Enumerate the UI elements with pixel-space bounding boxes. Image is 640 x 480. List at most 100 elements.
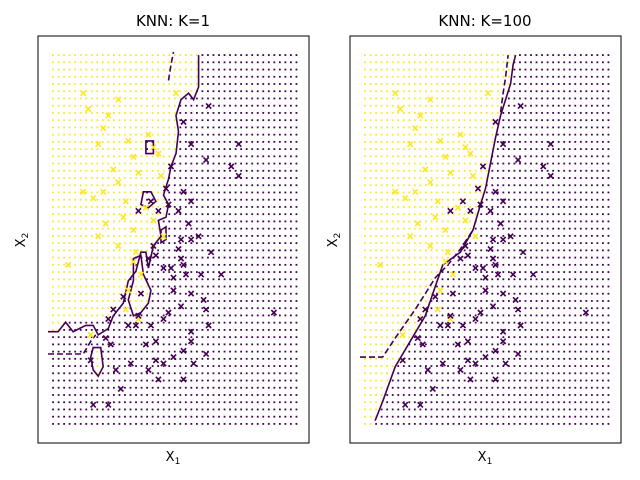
grid-dot bbox=[602, 162, 604, 165]
grid-dot bbox=[101, 314, 104, 317]
grid-dot bbox=[402, 191, 405, 194]
grid-dot bbox=[107, 401, 110, 404]
grid-dot bbox=[413, 177, 416, 179]
axes-frame bbox=[37, 35, 310, 444]
grid-dot bbox=[458, 169, 460, 172]
grid-dot bbox=[190, 350, 193, 353]
grid-dot bbox=[223, 155, 226, 158]
class-0-point bbox=[517, 102, 524, 110]
grid-dot bbox=[452, 119, 455, 122]
grid-dot bbox=[458, 242, 460, 245]
grid-dot bbox=[513, 329, 516, 331]
grid-dot bbox=[419, 329, 422, 331]
grid-dot bbox=[485, 307, 488, 310]
grid-dot bbox=[579, 140, 582, 143]
class-0-point bbox=[197, 271, 205, 278]
grid-dot bbox=[530, 234, 532, 237]
grid-dot bbox=[146, 75, 148, 78]
grid-dot bbox=[107, 119, 110, 122]
grid-dot bbox=[463, 177, 466, 179]
grid-dot bbox=[513, 126, 516, 129]
grid-dot bbox=[413, 104, 416, 107]
grid-dot bbox=[491, 68, 494, 71]
grid-dot bbox=[290, 133, 292, 136]
grid-dot bbox=[256, 321, 259, 324]
grid-dot bbox=[101, 271, 104, 273]
grid-dot bbox=[284, 423, 287, 425]
grid-dot bbox=[469, 285, 472, 288]
grid-dot bbox=[295, 126, 298, 129]
grid-dot bbox=[557, 242, 560, 245]
grid-dot bbox=[402, 75, 405, 78]
grid-dot bbox=[118, 256, 121, 259]
grid-dot bbox=[124, 220, 126, 223]
grid-dot bbox=[535, 169, 538, 172]
grid-dot bbox=[590, 278, 593, 281]
grid-dot bbox=[408, 227, 411, 230]
grid-dot bbox=[284, 198, 287, 201]
grid-dot bbox=[375, 206, 378, 208]
grid-dot bbox=[107, 206, 110, 208]
class-1-point bbox=[442, 258, 449, 265]
class-0-point bbox=[170, 287, 177, 294]
grid-dot bbox=[436, 365, 438, 367]
grid-dot bbox=[223, 68, 226, 71]
grid-dot bbox=[386, 133, 389, 136]
grid-dot bbox=[574, 423, 577, 425]
grid-dot bbox=[590, 292, 593, 295]
grid-dot bbox=[101, 206, 104, 208]
grid-dot bbox=[391, 415, 394, 418]
grid-dot bbox=[469, 140, 472, 143]
grid-dot bbox=[402, 90, 405, 93]
grid-dot bbox=[140, 365, 143, 367]
grid-dot bbox=[184, 408, 187, 411]
grid-dot bbox=[563, 415, 566, 418]
grid-dot bbox=[207, 126, 209, 129]
grid-dot bbox=[602, 54, 604, 56]
grid-dot bbox=[234, 379, 237, 382]
grid-dot bbox=[513, 249, 516, 252]
grid-dot bbox=[201, 83, 204, 85]
grid-dot bbox=[579, 206, 582, 208]
grid-dot bbox=[267, 75, 270, 78]
grid-dot bbox=[85, 372, 88, 375]
grid-dot bbox=[195, 227, 198, 230]
grid-dot bbox=[129, 104, 132, 107]
grid-dot bbox=[397, 148, 400, 150]
grid-dot bbox=[364, 177, 366, 179]
grid-dot bbox=[596, 177, 599, 179]
grid-dot bbox=[229, 162, 231, 165]
grid-dot bbox=[441, 307, 444, 310]
grid-dot bbox=[234, 271, 237, 273]
grid-dot bbox=[173, 292, 176, 295]
grid-dot bbox=[563, 423, 566, 425]
grid-dot bbox=[107, 307, 110, 310]
grid-dot bbox=[201, 249, 204, 252]
grid-dot bbox=[278, 314, 281, 317]
grid-dot bbox=[278, 234, 281, 237]
grid-dot bbox=[234, 394, 237, 396]
grid-dot bbox=[452, 234, 455, 237]
grid-dot bbox=[441, 314, 444, 317]
grid-dot bbox=[101, 198, 104, 201]
grid-dot bbox=[124, 329, 126, 331]
grid-dot bbox=[273, 256, 276, 259]
grid-dot bbox=[157, 191, 160, 194]
grid-dot bbox=[579, 256, 582, 259]
grid-dot bbox=[101, 61, 104, 64]
grid-dot bbox=[52, 408, 54, 411]
grid-dot bbox=[452, 314, 455, 317]
grid-dot bbox=[74, 169, 77, 172]
grid-dot bbox=[402, 285, 405, 288]
grid-dot bbox=[79, 357, 82, 360]
grid-dot bbox=[568, 162, 571, 165]
grid-dot bbox=[596, 401, 599, 404]
grid-dot bbox=[267, 307, 270, 310]
grid-dot bbox=[596, 278, 599, 281]
grid-dot bbox=[485, 133, 488, 136]
grid-dot bbox=[290, 169, 292, 172]
grid-dot bbox=[157, 336, 160, 339]
grid-dot bbox=[375, 336, 378, 339]
grid-dot bbox=[441, 350, 444, 353]
grid-dot bbox=[568, 112, 571, 114]
